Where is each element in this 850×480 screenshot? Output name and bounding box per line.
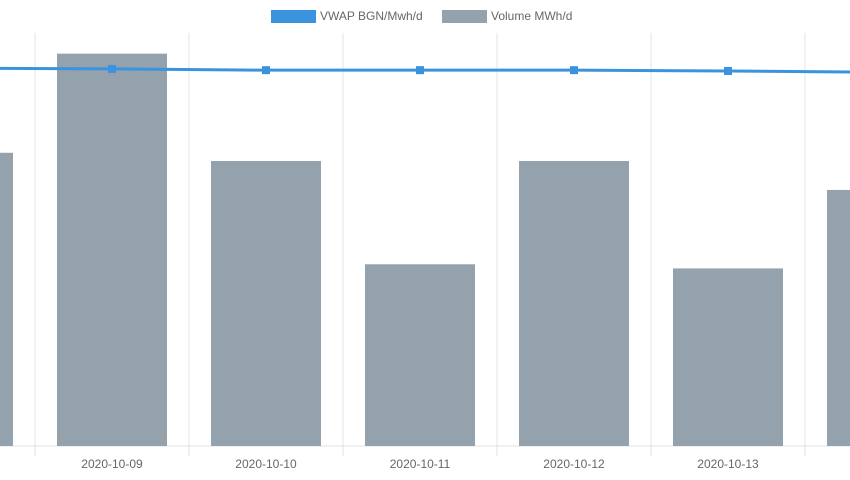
bar bbox=[211, 161, 321, 446]
point bbox=[416, 66, 424, 75]
x-tick-label: 2020-10-10 bbox=[235, 457, 297, 471]
bar bbox=[57, 53, 167, 447]
x-tick-label: 2020-10-09 bbox=[81, 457, 143, 471]
bar bbox=[0, 152, 13, 446]
bar bbox=[519, 161, 629, 446]
x-tick-label: 2020-10-13 bbox=[697, 457, 759, 471]
point bbox=[570, 66, 578, 75]
legend-swatch bbox=[271, 10, 316, 23]
bar bbox=[365, 264, 475, 446]
legend-label: VWAP BGN/Mwh/d bbox=[320, 9, 423, 23]
point bbox=[108, 64, 116, 73]
point bbox=[262, 66, 270, 75]
x-tick-label: 2020-10-12 bbox=[543, 457, 605, 471]
point bbox=[724, 66, 732, 75]
legend-label: Volume MWh/d bbox=[491, 9, 572, 23]
x-tick-label: 2020-10-11 bbox=[390, 457, 451, 471]
bar bbox=[827, 189, 850, 446]
legend-swatch bbox=[442, 10, 487, 23]
bar bbox=[673, 268, 783, 446]
